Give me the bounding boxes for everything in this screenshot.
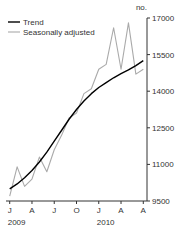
x-tick xyxy=(76,201,77,204)
x-tick-label: A xyxy=(141,206,147,215)
y-axis xyxy=(147,18,148,201)
y-tick xyxy=(147,164,150,165)
chart: 95001100012500140001550017000no.JAJOJAA2… xyxy=(0,0,181,231)
y-tick xyxy=(147,201,150,202)
x-tick-label: J xyxy=(97,206,101,215)
legend: TrendSeasonally adjusted xyxy=(8,18,95,37)
x-tick-label: A xyxy=(29,206,35,215)
series-line xyxy=(10,61,144,189)
x-tick-label: J xyxy=(52,206,56,215)
x-tick-label: O xyxy=(73,206,79,215)
plot-lines xyxy=(10,23,144,196)
y-tick xyxy=(147,54,150,55)
legend-label: Seasonally adjusted xyxy=(23,28,95,37)
x-tick xyxy=(31,201,32,204)
x-tick-label: J xyxy=(8,206,12,215)
y-tick-label: 9500 xyxy=(152,197,170,206)
y-tick-label: 11000 xyxy=(152,160,174,169)
x-tick xyxy=(9,201,10,204)
y-tick xyxy=(147,127,150,128)
legend-label: Trend xyxy=(23,18,44,27)
y-tick-label: 17000 xyxy=(152,14,175,23)
series-line xyxy=(10,23,144,196)
year-annotation: 2010 xyxy=(97,218,115,227)
x-tick-label: A xyxy=(118,206,124,215)
x-tick xyxy=(54,201,55,204)
y-tick-label: 14000 xyxy=(152,87,175,96)
y-tick xyxy=(147,91,150,92)
legend-swatch xyxy=(8,31,20,32)
x-tick xyxy=(98,201,99,204)
x-tick xyxy=(143,201,144,204)
y-tick-label: 12500 xyxy=(152,124,175,133)
y-tick-label: 15500 xyxy=(152,51,175,60)
legend-swatch xyxy=(8,21,20,22)
y-tick xyxy=(147,18,150,19)
y-label: no. xyxy=(136,3,147,12)
x-tick xyxy=(121,201,122,204)
year-annotation: 2009 xyxy=(8,218,26,227)
